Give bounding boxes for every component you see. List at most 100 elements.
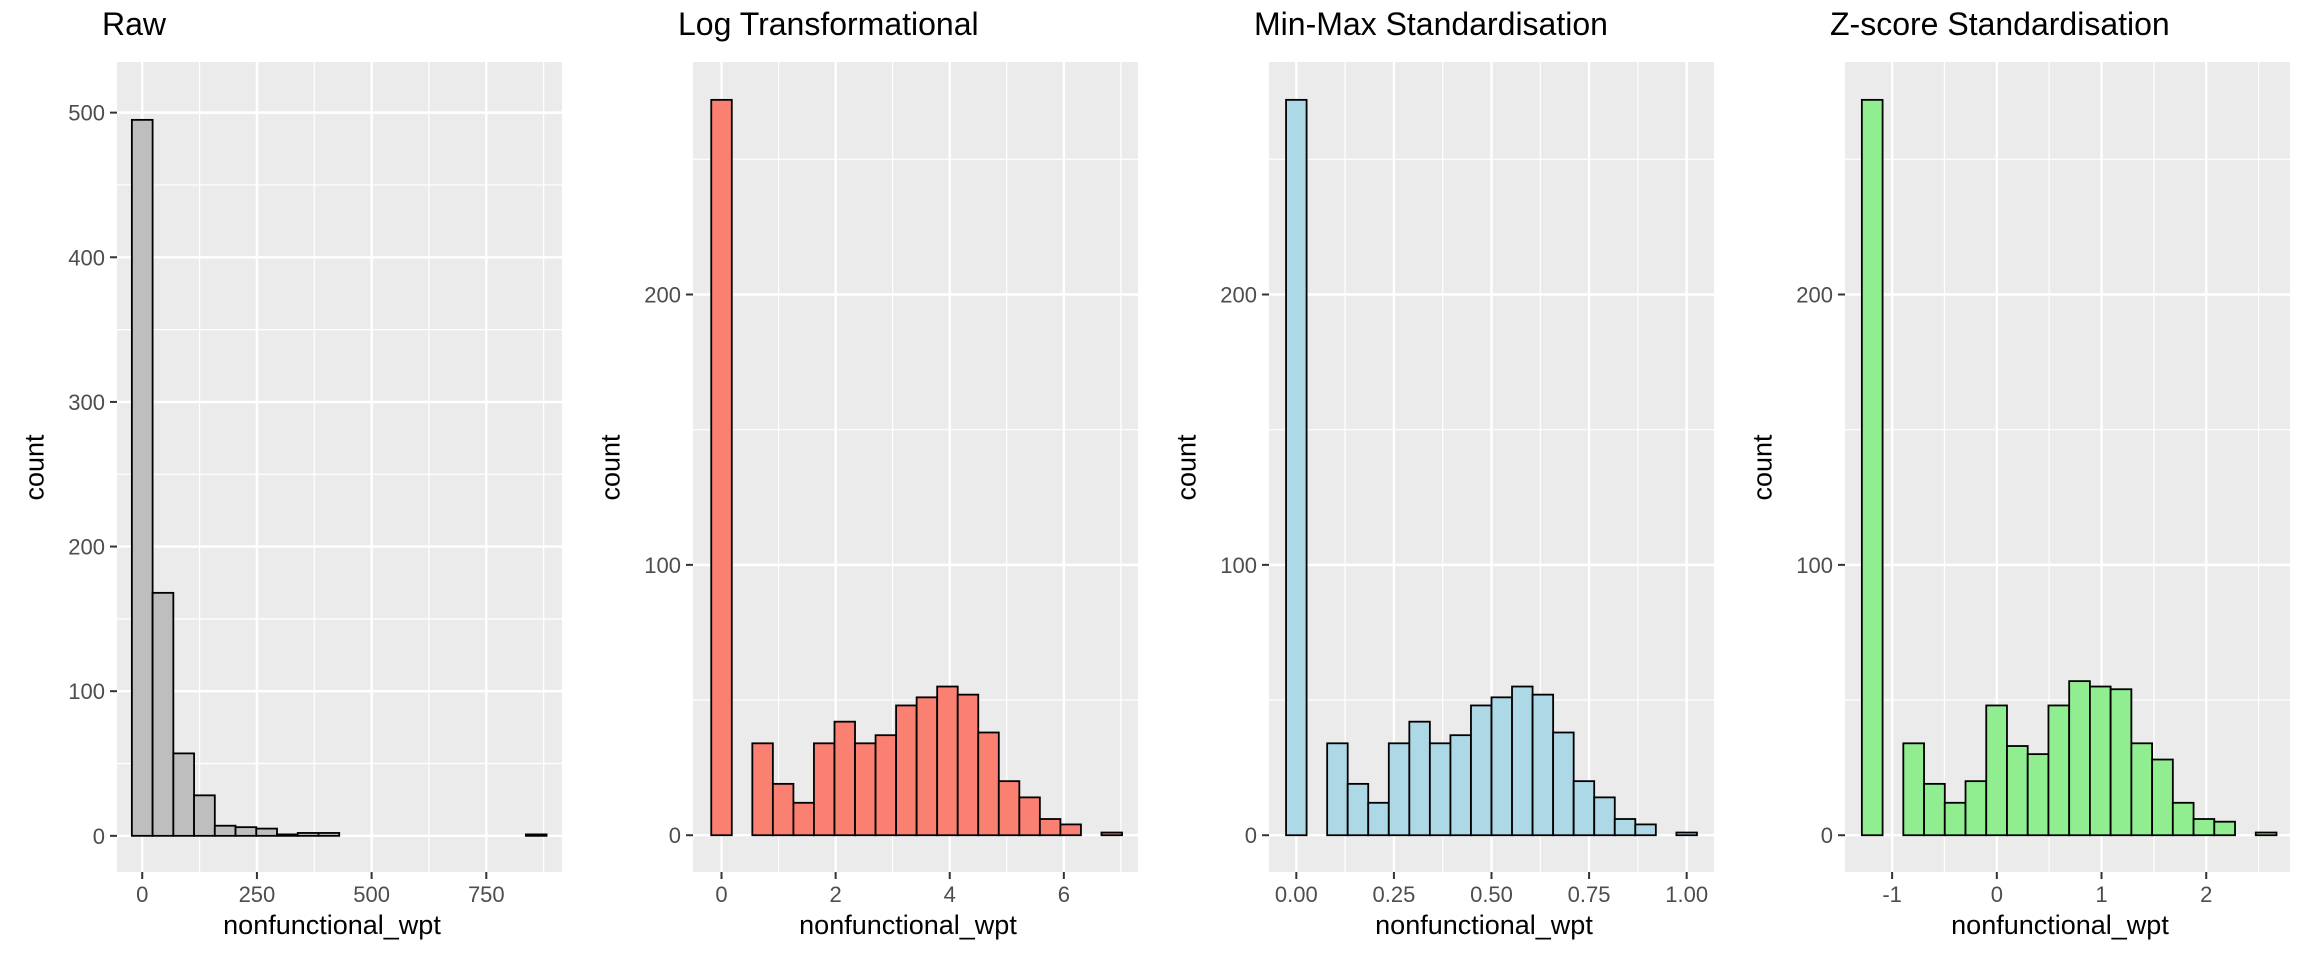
histogram-bar: [151, 591, 175, 837]
histogram-bar: [213, 824, 237, 837]
histogram-bar: [1531, 693, 1555, 837]
y-tick-label: 400: [68, 245, 105, 270]
y-tick-label: 200: [68, 535, 105, 560]
x-tick-label: 750: [468, 882, 505, 907]
histogram-bar: [1018, 796, 1041, 837]
histogram-bar: [2089, 685, 2112, 837]
x-tick-label: 0.75: [1568, 882, 1611, 907]
panel-background-raw: [117, 62, 562, 872]
x-tick-label: 1: [2095, 882, 2107, 907]
panel-minmax: 0.00 0.25 0.50 0.75 1.00 0 100 200: [1220, 62, 1714, 907]
y-tick-label: 0: [1821, 823, 1833, 848]
histogram-bar: [1490, 696, 1513, 837]
y-tick-label: 200: [1796, 283, 1833, 308]
histogram-bar: [895, 704, 918, 837]
histogram-bar: [1038, 818, 1062, 837]
histogram-bar: [1613, 818, 1637, 837]
histogram-bar: [234, 826, 258, 837]
histogram-bar: [296, 832, 320, 837]
histogram-bar: [1387, 742, 1411, 837]
y-tick-label: 200: [644, 283, 681, 308]
histogram-bar: [1470, 704, 1493, 837]
x-axis-label-raw: nonfunctional_wpt: [223, 910, 441, 940]
histogram-bar: [524, 833, 548, 837]
histogram-bar: [771, 782, 795, 837]
x-axis-label-log: nonfunctional_wpt: [799, 910, 1017, 940]
x-tick-label: 1.00: [1665, 882, 1708, 907]
histogram-bar: [193, 794, 216, 837]
y-tick-label: 0: [1245, 823, 1257, 848]
panel-raw: 0 250 500 750 0 100 200 300 400 500: [68, 62, 562, 907]
histogram-bar: [2026, 753, 2050, 837]
x-tick-label: 0.50: [1470, 882, 1513, 907]
y-tick-label: 100: [1220, 553, 1257, 578]
histogram-bar: [255, 827, 278, 837]
panel-title-log: Log Transformational: [678, 6, 979, 42]
histogram-bar: [1408, 720, 1431, 837]
y-tick-label: 100: [1796, 553, 1833, 578]
x-axis-label-zscore: nonfunctional_wpt: [1951, 910, 2169, 940]
histogram-bar: [130, 118, 154, 837]
x-tick-label: 6: [1058, 882, 1070, 907]
histogram-bar: [2068, 680, 2091, 837]
histogram-bar: [1326, 742, 1349, 837]
histogram-bar: [2213, 820, 2236, 837]
panel-title-zscore: Z-score Standardisation: [1830, 6, 2170, 42]
histogram-bar: [1059, 823, 1082, 837]
histogram-bar: [1634, 823, 1657, 837]
histogram-bar: [1964, 780, 1988, 837]
histogram-bar: [276, 833, 299, 837]
histogram-bar: [1985, 704, 2008, 837]
histogram-bar: [2192, 818, 2216, 837]
panel-title-raw: Raw: [102, 6, 167, 42]
panel-zscore: -1 0 1 2 0 100 200: [1796, 62, 2290, 907]
x-tick-label: 0: [715, 882, 727, 907]
histogram-bar: [936, 685, 959, 837]
histogram-bar: [915, 696, 939, 837]
histogram-bar: [2109, 688, 2133, 837]
y-tick-label: 200: [1220, 283, 1257, 308]
x-tick-label: 0.00: [1275, 882, 1318, 907]
x-tick-label: 4: [944, 882, 956, 907]
histogram-bar: [792, 801, 815, 837]
histogram-bar: [1552, 731, 1575, 837]
histogram-bar: [1346, 782, 1370, 837]
x-tick-label: 0: [1991, 882, 2003, 907]
x-tick-label: 0: [136, 882, 148, 907]
histogram-bar: [1902, 742, 1925, 837]
histogram-bar: [1923, 782, 1946, 837]
y-tick-label: 100: [68, 679, 105, 704]
histogram-bar: [710, 98, 733, 837]
x-tick-label: 500: [353, 882, 390, 907]
histogram-bar: [1860, 98, 1884, 837]
histogram-bar: [751, 742, 774, 837]
x-tick-label: 0.25: [1372, 882, 1415, 907]
histogram-bar: [2254, 831, 2278, 837]
histogram-bar: [172, 752, 195, 837]
histogram-bar: [2171, 801, 2195, 837]
x-tick-label: 2: [2200, 882, 2212, 907]
histogram-bar: [1593, 796, 1616, 837]
x-axis-label-minmax: nonfunctional_wpt: [1375, 910, 1593, 940]
histogram-bar: [2047, 704, 2071, 837]
x-tick-label: 250: [239, 882, 276, 907]
histogram-bar: [874, 734, 898, 837]
histogram-bar: [1285, 98, 1308, 837]
panel-log: 0 2 4 6 0 100 200: [644, 62, 1138, 907]
histogram-bar: [854, 742, 877, 837]
histogram-bar: [1943, 801, 1967, 837]
histogram-bar: [977, 731, 1000, 837]
histogram-bar: [833, 720, 856, 837]
histogram-bar: [1428, 742, 1452, 837]
panel-title-minmax: Min-Max Standardisation: [1254, 6, 1608, 42]
histogram-bar: [956, 693, 980, 837]
y-tick-label: 0: [93, 824, 105, 849]
y-tick-label: 0: [669, 823, 681, 848]
histogram-bar: [1675, 831, 1698, 837]
y-tick-label: 500: [68, 101, 105, 126]
histogram-bar: [813, 742, 836, 837]
histogram-bar: [1100, 831, 1123, 837]
histogram-bar: [317, 832, 341, 837]
